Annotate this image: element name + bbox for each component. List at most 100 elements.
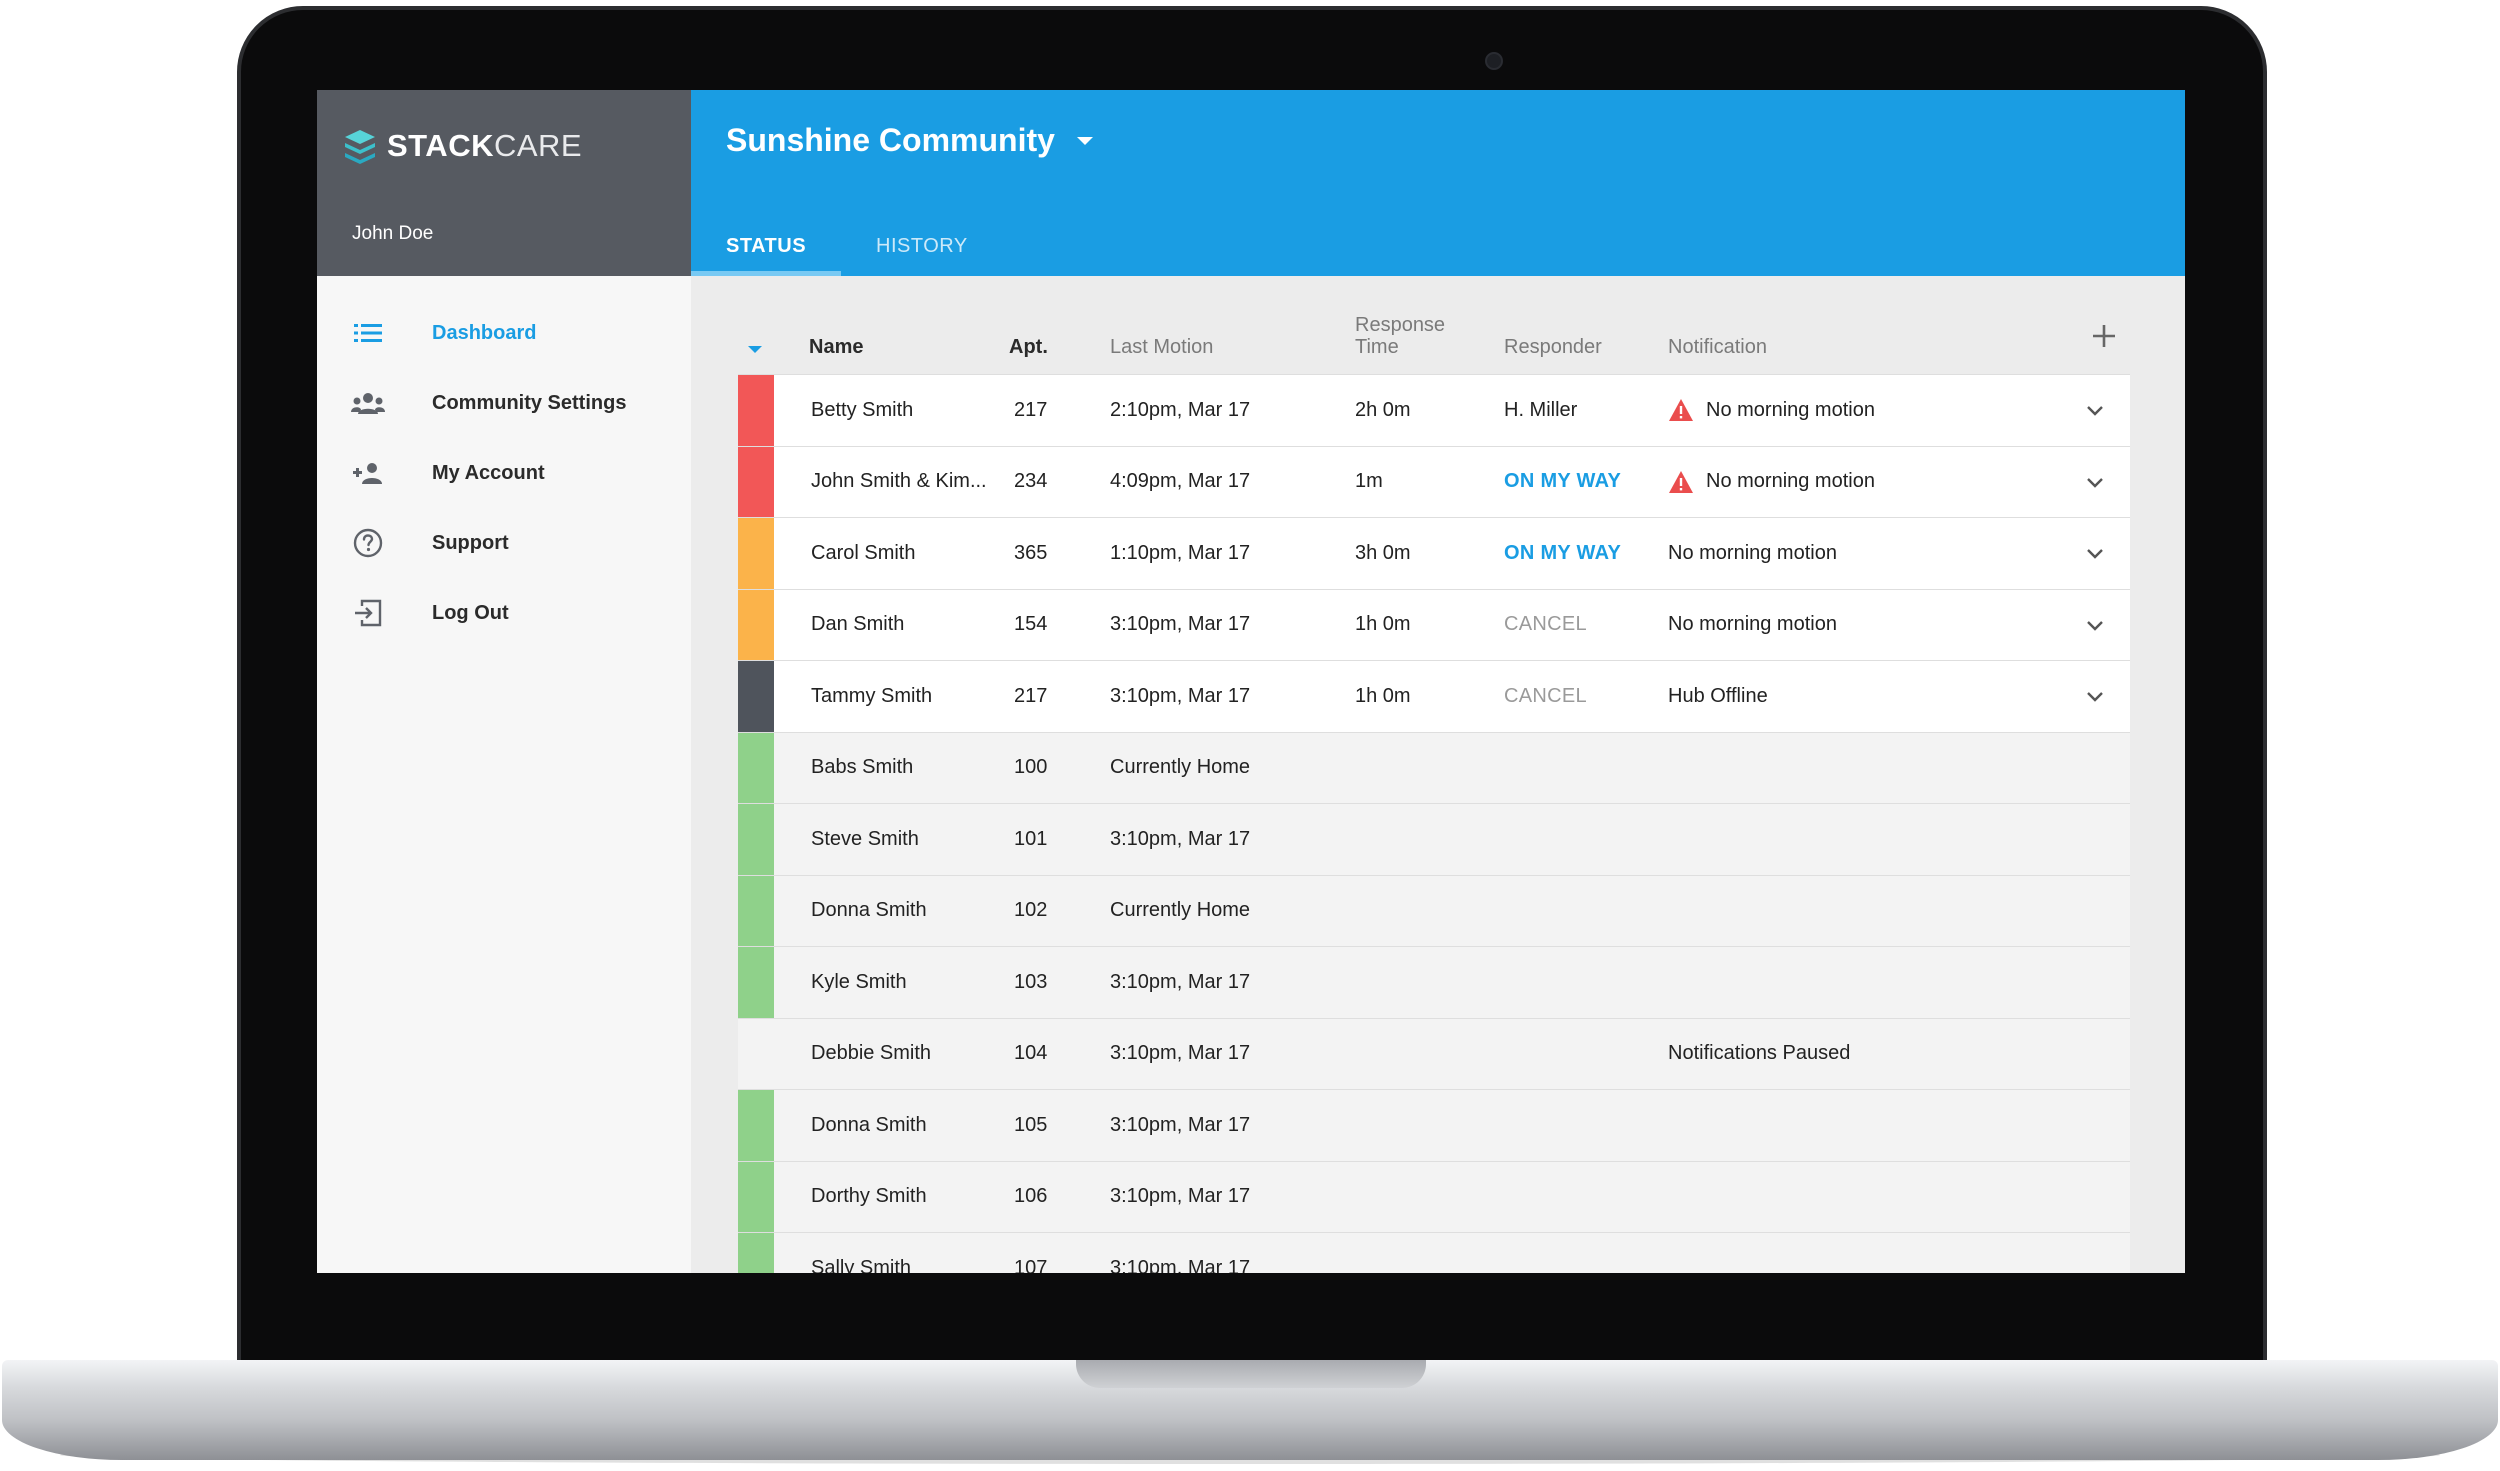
- last-motion: Currently Home: [1110, 756, 1251, 779]
- table-body: Betty Smith 217 2:10pm, Mar 17 2h 0m H. Mill…: [738, 374, 2130, 1273]
- list-icon: [351, 316, 385, 350]
- status-indicator: [738, 1019, 774, 1090]
- table-row[interactable]: Debbie Smith 104 3:10pm, Mar 17 Notificatio…: [738, 1017, 2130, 1090]
- status-indicator: [738, 1161, 774, 1232]
- table-row[interactable]: Steve Smith 101 3:10pm, Mar 17: [738, 803, 2130, 875]
- chevron-down-icon[interactable]: [2083, 470, 2107, 494]
- sidebar-item-label: Log Out: [432, 601, 509, 624]
- chevron-down-icon[interactable]: [2083, 613, 2107, 637]
- resident-name: Carol Smith: [811, 541, 916, 564]
- sort-caret-icon[interactable]: [748, 346, 762, 353]
- responder-action-button[interactable]: ON MY WAY: [1504, 541, 1622, 564]
- chevron-down-icon[interactable]: [2083, 398, 2107, 422]
- sidebar-item-log-out[interactable]: Log Out: [317, 578, 691, 648]
- apartment-number: 106: [1014, 1185, 1048, 1208]
- table-row[interactable]: Kyle Smith 103 3:10pm, Mar 17: [738, 946, 2130, 1018]
- notification-text: Notifications Paused: [1668, 1042, 1851, 1065]
- apartment-number: 102: [1014, 899, 1048, 922]
- apartment-number: 154: [1014, 613, 1048, 636]
- response-time: 3h 0m: [1355, 541, 1411, 564]
- logout-icon: [351, 596, 385, 630]
- column-response-time-line1: Response: [1355, 314, 1446, 336]
- sidebar: STACKCARE John Doe Dashboard Community S…: [317, 90, 691, 1273]
- last-motion: 4:09pm, Mar 17: [1110, 470, 1251, 493]
- apartment-number: 217: [1014, 684, 1048, 707]
- responder-action-button[interactable]: CANCEL: [1504, 684, 1587, 707]
- tab-history[interactable]: HISTORY: [876, 234, 968, 257]
- plus-icon[interactable]: [2088, 320, 2120, 352]
- sidebar-item-my-account[interactable]: My Account: [317, 438, 691, 508]
- warning-icon: [1669, 470, 1693, 493]
- sidebar-item-dashboard[interactable]: Dashboard: [317, 298, 691, 368]
- sidebar-nav: Dashboard Community Settings My Account …: [317, 298, 691, 648]
- last-motion: 1:10pm, Mar 17: [1110, 541, 1251, 564]
- responder-action-button[interactable]: ON MY WAY: [1504, 470, 1622, 493]
- community-selector[interactable]: Sunshine Community: [726, 122, 1093, 159]
- column-response-time[interactable]: Response Time: [1355, 298, 1445, 374]
- column-apt[interactable]: Apt.: [1009, 336, 1048, 358]
- column-notification[interactable]: Notification: [1668, 336, 1767, 358]
- last-motion: Currently Home: [1110, 899, 1251, 922]
- sidebar-item-support[interactable]: Support: [317, 508, 691, 578]
- notification: Hub Offline: [1668, 661, 1768, 732]
- resident-name: Tammy Smith: [811, 684, 933, 707]
- resident-name: Debbie Smith: [811, 1042, 932, 1065]
- chevron-down-icon[interactable]: [2083, 541, 2107, 565]
- resident-name: Kyle Smith: [811, 970, 907, 993]
- column-last-motion[interactable]: Last Motion: [1110, 336, 1214, 358]
- brand-name-bold: STACK: [387, 128, 494, 163]
- table-row[interactable]: Dan Smith 154 3:10pm, Mar 17 1h 0m CANCEL No …: [738, 588, 2130, 661]
- tab-bar: STATUS HISTORY: [691, 216, 1003, 276]
- last-motion: 3:10pm, Mar 17: [1110, 684, 1251, 707]
- sidebar-item-label: Dashboard: [432, 321, 537, 344]
- chevron-down-icon[interactable]: [2083, 684, 2107, 708]
- table-row[interactable]: John Smith & Kim... 234 4:09pm, Mar 17 1m ON…: [738, 445, 2130, 517]
- caret-down-icon: [1076, 136, 1093, 145]
- status-indicator: [738, 947, 774, 1018]
- notification: No morning motion: [1668, 590, 1837, 661]
- response-time: 1m: [1355, 470, 1383, 493]
- help-icon: [351, 526, 385, 560]
- header: Sunshine Community STATUS HISTORY: [691, 90, 2185, 276]
- table-row[interactable]: Babs Smith 100 Currently Home: [738, 731, 2130, 803]
- column-name[interactable]: Name: [809, 336, 864, 358]
- user-name: John Doe: [352, 223, 434, 244]
- sidebar-header: STACKCARE John Doe: [317, 90, 691, 276]
- apartment-number: 103: [1014, 970, 1048, 993]
- last-motion: 3:10pm, Mar 17: [1110, 1256, 1251, 1273]
- table-row[interactable]: Donna Smith 105 3:10pm, Mar 17: [738, 1089, 2130, 1161]
- table-row[interactable]: Dorthy Smith 106 3:10pm, Mar 17: [738, 1160, 2130, 1232]
- table-row[interactable]: Carol Smith 365 1:10pm, Mar 17 3h 0m ON MY W…: [738, 517, 2130, 589]
- account-icon: [351, 456, 385, 490]
- table-row[interactable]: Sally Smith 107 3:10pm, Mar 17: [738, 1232, 2130, 1273]
- sidebar-item-label: Support: [432, 531, 509, 554]
- resident-name: Sally Smith: [811, 1256, 912, 1273]
- status-indicator: [738, 518, 774, 589]
- table-row[interactable]: Tammy Smith 217 3:10pm, Mar 17 1h 0m CANCEL H…: [738, 660, 2130, 732]
- app-screen: STACKCARE John Doe Dashboard Community S…: [317, 90, 2185, 1273]
- status-indicator: [738, 875, 774, 946]
- camera: [1485, 52, 1503, 70]
- table-row[interactable]: Donna Smith 102 Currently Home: [738, 874, 2130, 946]
- apartment-number: 217: [1014, 398, 1048, 421]
- status-indicator: [738, 661, 774, 732]
- responder-name: H. Miller: [1504, 398, 1578, 421]
- notification: No morning motion: [1668, 375, 1875, 446]
- notification-text: No morning motion: [1706, 398, 1875, 421]
- resident-name: Dorthy Smith: [811, 1185, 927, 1208]
- table-header: Name Apt. Last Motion Response Time Resp…: [738, 298, 2130, 374]
- last-motion: 3:10pm, Mar 17: [1110, 970, 1251, 993]
- responder-action-button[interactable]: CANCEL: [1504, 613, 1587, 636]
- column-responder[interactable]: Responder: [1504, 336, 1602, 358]
- brand-name: STACKCARE: [387, 128, 582, 164]
- brand-name-light: CARE: [493, 128, 583, 163]
- sidebar-item-community-settings[interactable]: Community Settings: [317, 368, 691, 438]
- last-motion: 3:10pm, Mar 17: [1110, 1185, 1251, 1208]
- resident-name: Steve Smith: [811, 827, 919, 850]
- tab-status[interactable]: STATUS: [691, 216, 842, 276]
- warning-icon: [1669, 399, 1693, 422]
- notification: Notifications Paused: [1668, 1019, 1850, 1090]
- table-row[interactable]: Betty Smith 217 2:10pm, Mar 17 2h 0m H. Mill…: [738, 374, 2130, 446]
- status-indicator: [738, 732, 774, 803]
- notification-text: No morning motion: [1668, 541, 1837, 564]
